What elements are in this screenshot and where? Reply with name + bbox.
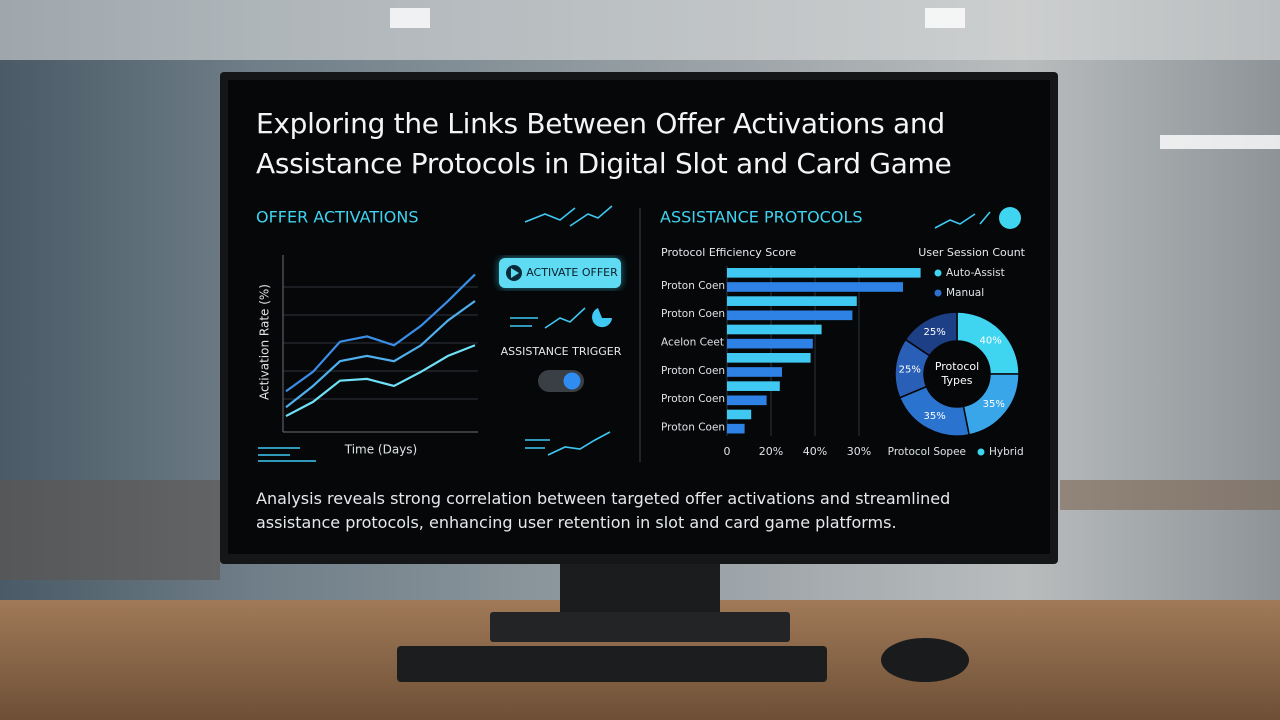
donut-label: 40% [979, 335, 1001, 346]
toggle-label: ASSISTANCE TRIGGER [501, 345, 622, 358]
line-series [285, 273, 476, 393]
summary: Analysis reveals strong correlation betw… [256, 489, 951, 532]
legend-label: Hybrid [989, 446, 1024, 458]
icon [525, 431, 611, 456]
icon [524, 205, 613, 227]
x-tick-label: 0 [724, 445, 731, 458]
button-label[interactable]: ACTIVATE OFFER [526, 266, 618, 279]
mouse [881, 638, 969, 682]
bar-chart-title: Protocol Efficiency Score [661, 246, 796, 259]
icon [934, 211, 991, 229]
donut-label: 25% [923, 327, 945, 338]
donut-center-label: Protocol Types [934, 360, 980, 387]
category-label: Proton Coen [661, 365, 725, 377]
category-label: Proton Coen [661, 308, 725, 320]
x-axis-label: Time (Days) [344, 443, 418, 457]
play-icon [511, 268, 519, 278]
bar [727, 268, 921, 278]
bar [727, 381, 780, 391]
activate-button[interactable] [499, 258, 621, 288]
section-heading: OFFER ACTIVATIONS [256, 208, 418, 227]
icons [258, 205, 991, 462]
line-series [285, 300, 476, 409]
page-title: Exploring the Links Between Offer Activa… [256, 107, 952, 180]
legend-label: Auto-Assist [946, 267, 1005, 279]
bar [727, 324, 822, 335]
legend-label: Manual [946, 287, 984, 299]
legend-marker [934, 269, 942, 277]
line-series [285, 344, 476, 418]
keyboard [397, 646, 827, 682]
light [390, 8, 430, 28]
bar [727, 409, 752, 420]
toggle-knob[interactable] [563, 372, 581, 390]
icon [999, 207, 1021, 229]
background-desk [1060, 480, 1280, 510]
donut-title: User Session Count [918, 246, 1025, 259]
bar [727, 395, 767, 406]
bar [727, 353, 811, 363]
x-tick-label: 30% [847, 445, 871, 458]
bar [727, 310, 853, 321]
section-heading: ASSISTANCE PROTOCOLS [660, 208, 863, 227]
icon [592, 308, 612, 328]
category-label: Proton Coen [661, 422, 725, 434]
ceiling [0, 0, 1280, 60]
light [925, 8, 965, 28]
screen [228, 80, 1050, 554]
bar [727, 282, 903, 292]
monitor-neck [560, 560, 720, 616]
x-tick-label: 40% [803, 445, 827, 458]
light [1160, 135, 1280, 149]
legend-marker [977, 448, 985, 456]
bar [727, 338, 813, 349]
category-label: Proton Coen [661, 280, 725, 292]
legend-label: Protocol Sopee [888, 446, 966, 458]
donut-segment [904, 311, 958, 357]
icon [258, 447, 316, 462]
bar [727, 296, 857, 306]
legend-marker [934, 289, 942, 297]
category-label: Acelon Ceet [661, 337, 724, 349]
background-desk [0, 480, 220, 580]
monitor-base [490, 612, 790, 642]
donut-label: 35% [983, 399, 1005, 410]
bar [727, 423, 745, 434]
category-label: Proton Coen [661, 393, 725, 405]
icon [510, 307, 586, 329]
x-tick-label: 20% [759, 445, 783, 458]
y-axis-label: Activation Rate (%) [258, 284, 272, 400]
donut-label: 25% [899, 364, 921, 375]
donut-label: 35% [923, 411, 945, 422]
bar [727, 367, 782, 377]
